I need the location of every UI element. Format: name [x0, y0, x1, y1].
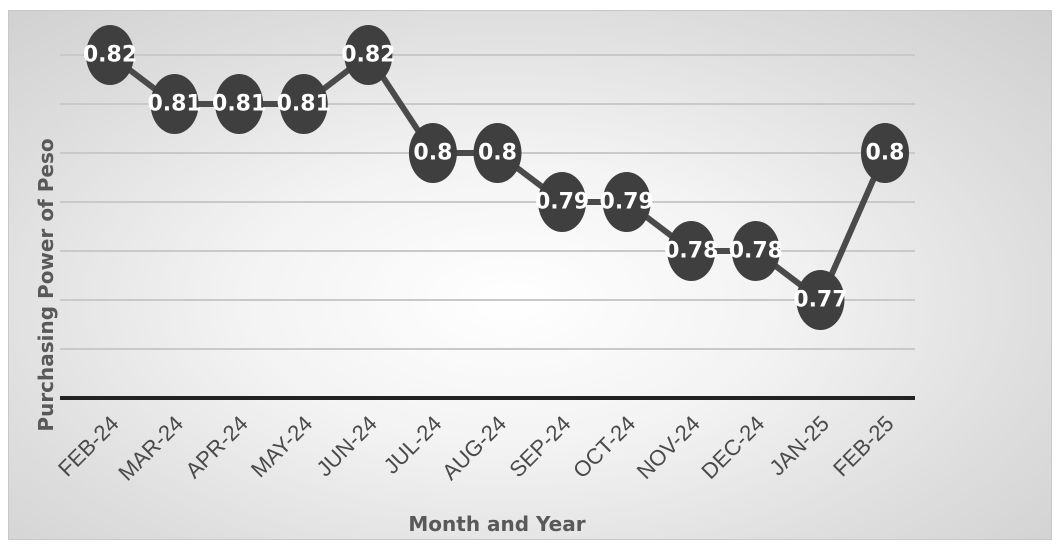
- data-point: 0.81: [147, 74, 202, 134]
- data-point: 0.78: [729, 221, 783, 281]
- x-tick-label: NOV-24: [632, 411, 705, 484]
- data-marker: [150, 74, 199, 134]
- x-tick-label: JAN-25: [764, 411, 834, 481]
- x-tick-label: OCT-24: [568, 411, 640, 483]
- data-point: 0.8: [861, 123, 909, 183]
- x-axis-title: Month and Year: [408, 512, 585, 536]
- data-marker: [86, 25, 134, 85]
- data-point: 0.81: [212, 74, 266, 134]
- data-label: 0.82: [341, 43, 395, 68]
- data-point: 0.78: [664, 221, 718, 281]
- data-marker: [473, 123, 522, 183]
- data-point: 0.77: [793, 270, 848, 330]
- data-point: 0.82: [83, 25, 137, 85]
- data-marker: [861, 123, 909, 183]
- x-tick-label: MAR-24: [113, 411, 188, 486]
- x-tick-label: APR-24: [181, 411, 253, 483]
- x-tick-label: JUN-24: [311, 411, 381, 481]
- data-label: 0.81: [277, 92, 331, 117]
- data-label: 0.78: [729, 239, 783, 264]
- data-point: 0.8: [473, 123, 522, 183]
- data-label: 0.78: [664, 239, 718, 264]
- data-point: 0.79: [535, 172, 589, 232]
- data-marker: [408, 123, 457, 183]
- x-tick-label: AUG-24: [437, 411, 511, 485]
- x-tick-label: FEB-25: [828, 411, 898, 481]
- x-tick-label: MAY-24: [246, 411, 317, 482]
- x-tick-label: SEP-24: [504, 411, 575, 482]
- data-label: 0.77: [793, 288, 847, 313]
- data-label: 0.8: [413, 141, 452, 166]
- data-marker: [796, 270, 845, 330]
- x-tick-labels: FEB-24MAR-24APR-24MAY-24JUN-24JUL-24AUG-…: [53, 411, 898, 486]
- data-marker: [602, 172, 651, 232]
- data-label: 0.81: [212, 92, 266, 117]
- data-label: 0.81: [147, 92, 201, 117]
- data-label: 0.79: [535, 190, 589, 215]
- x-tick-label: JUL-24: [379, 411, 447, 479]
- x-tick-label: DEC-24: [696, 411, 769, 484]
- data-label: 0.79: [600, 190, 654, 215]
- data-marker: [731, 221, 780, 281]
- data-marker: [215, 74, 264, 134]
- x-tick-label: FEB-24: [53, 411, 123, 481]
- data-point: 0.8: [408, 123, 457, 183]
- data-markers: 0.82 0.81 0.81 0.81 0.82 0.8 0.8 0.79 0.79 0.78 0.…: [83, 25, 909, 330]
- data-label: 0.8: [478, 141, 517, 166]
- y-axis-title: Purchasing Power of Peso: [34, 138, 58, 431]
- data-marker: [279, 74, 328, 134]
- data-marker: [344, 25, 393, 85]
- data-point: 0.82: [341, 25, 395, 85]
- data-label: 0.82: [83, 43, 137, 68]
- data-marker: [538, 172, 587, 232]
- data-point: 0.79: [600, 172, 654, 232]
- data-label: 0.8: [866, 141, 905, 166]
- data-point: 0.81: [277, 74, 331, 134]
- data-marker: [667, 221, 716, 281]
